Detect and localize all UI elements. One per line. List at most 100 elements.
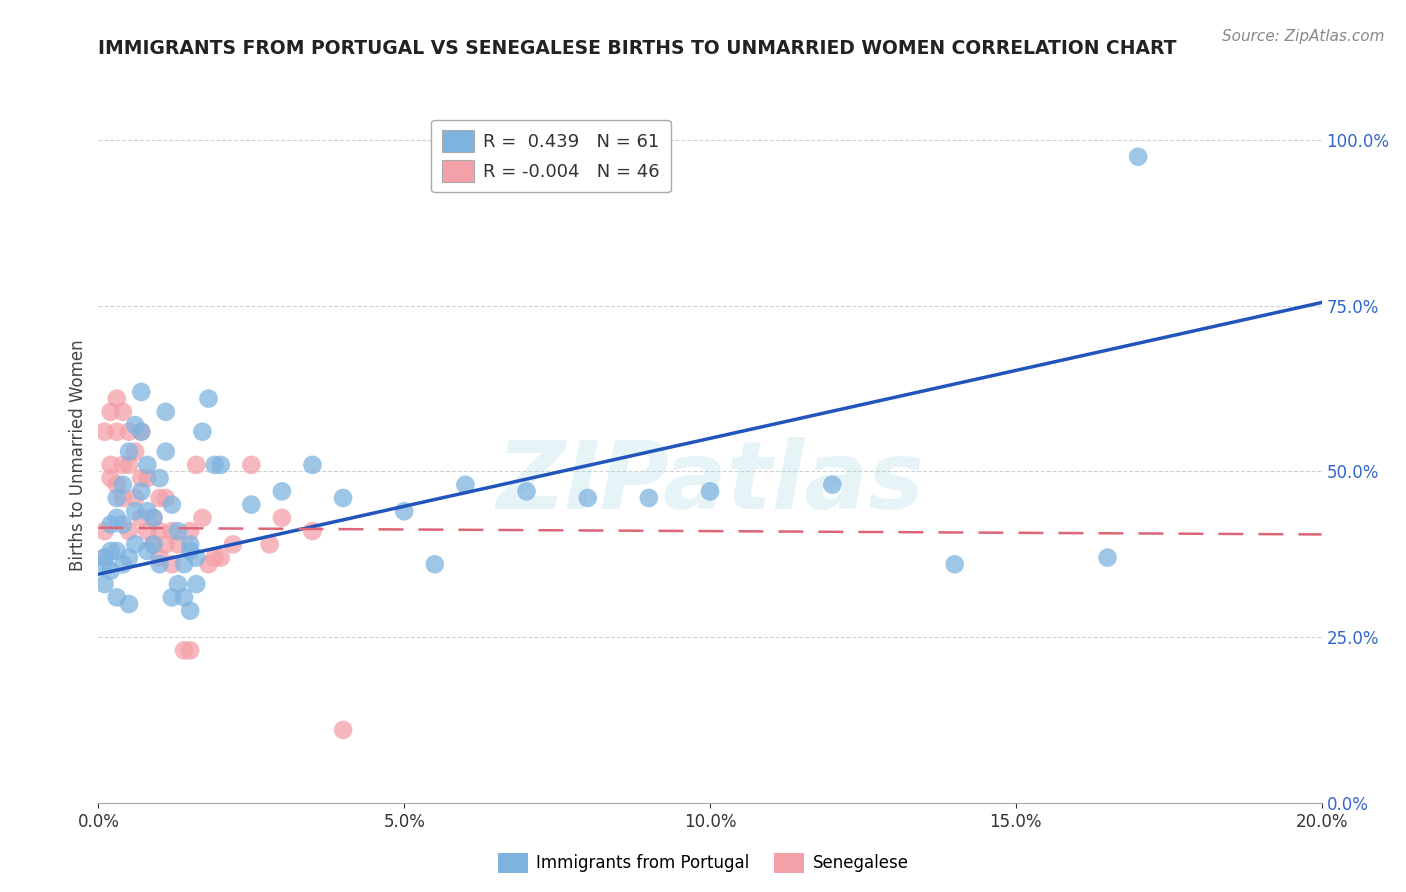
Point [118, 597, 141, 611]
Point [204, 550, 226, 565]
Point [699, 484, 721, 499]
Point [943, 558, 966, 572]
Point [576, 491, 599, 505]
Point [100, 517, 122, 532]
Point [118, 444, 141, 458]
Point [93, 524, 115, 538]
Point [209, 550, 232, 565]
Point [129, 425, 152, 439]
Point [155, 444, 177, 458]
Point [197, 392, 219, 406]
Point [129, 425, 152, 439]
Point [136, 524, 159, 538]
Point [149, 471, 172, 485]
Point [222, 537, 245, 551]
Point [100, 405, 122, 419]
Point [191, 425, 214, 439]
Point [124, 444, 146, 458]
Point [136, 458, 159, 472]
Point [179, 643, 201, 657]
Y-axis label: Births to Unmarried Women: Births to Unmarried Women [69, 339, 87, 571]
Point [111, 458, 134, 472]
Point [100, 458, 122, 472]
Point [124, 491, 146, 505]
Point [423, 558, 446, 572]
Point [637, 491, 661, 505]
Point [149, 491, 172, 505]
Point [1097, 550, 1119, 565]
Point [155, 491, 177, 505]
Point [105, 491, 128, 505]
Point [186, 550, 208, 565]
Point [270, 511, 292, 525]
Point [129, 511, 152, 525]
Point [240, 498, 263, 512]
Point [93, 425, 115, 439]
Point [454, 477, 477, 491]
Point [204, 458, 226, 472]
Point [111, 558, 134, 572]
Text: IMMIGRANTS FROM PORTUGAL VS SENEGALESE BIRTHS TO UNMARRIED WOMEN CORRELATION CHA: IMMIGRANTS FROM PORTUGAL VS SENEGALESE B… [98, 39, 1177, 58]
Point [142, 511, 165, 525]
Point [160, 524, 183, 538]
Point [136, 471, 159, 485]
Point [179, 537, 201, 551]
Point [197, 558, 219, 572]
Point [105, 544, 128, 558]
Point [136, 504, 159, 518]
Point [1128, 150, 1150, 164]
Point [124, 504, 146, 518]
Point [821, 477, 844, 491]
Text: Source: ZipAtlas.com: Source: ZipAtlas.com [1222, 29, 1385, 44]
Point [155, 405, 177, 419]
Point [167, 577, 190, 591]
Point [191, 511, 214, 525]
Point [240, 458, 263, 472]
Point [124, 537, 146, 551]
Point [179, 604, 201, 618]
Point [105, 591, 128, 605]
Text: ZIPatlas: ZIPatlas [496, 437, 924, 529]
Point [186, 458, 208, 472]
Point [142, 511, 165, 525]
Point [332, 491, 354, 505]
Point [270, 484, 292, 499]
Point [118, 458, 141, 472]
Point [136, 544, 159, 558]
Point [105, 511, 128, 525]
Point [259, 537, 281, 551]
Point [173, 643, 195, 657]
Point [149, 558, 172, 572]
Point [173, 558, 195, 572]
Point [301, 458, 323, 472]
Point [160, 498, 183, 512]
Point [173, 591, 195, 605]
Point [111, 477, 134, 491]
Point [111, 491, 134, 505]
Point [105, 477, 128, 491]
Point [93, 550, 115, 565]
Point [186, 577, 208, 591]
Point [118, 524, 141, 538]
Point [93, 577, 115, 591]
Point [105, 392, 128, 406]
Point [179, 544, 201, 558]
Point [111, 405, 134, 419]
Legend: Immigrants from Portugal, Senegalese: Immigrants from Portugal, Senegalese [491, 847, 915, 880]
Point [100, 471, 122, 485]
Point [516, 484, 538, 499]
Point [167, 537, 190, 551]
Point [149, 550, 172, 565]
Point [209, 458, 232, 472]
Point [392, 504, 416, 518]
Point [142, 537, 165, 551]
Point [142, 537, 165, 551]
Legend: R =  0.439   N = 61, R = -0.004   N = 46: R = 0.439 N = 61, R = -0.004 N = 46 [432, 120, 671, 193]
Point [93, 558, 115, 572]
Point [118, 550, 141, 565]
Point [118, 425, 141, 439]
Point [111, 517, 134, 532]
Point [160, 591, 183, 605]
Point [100, 564, 122, 578]
Point [100, 544, 122, 558]
